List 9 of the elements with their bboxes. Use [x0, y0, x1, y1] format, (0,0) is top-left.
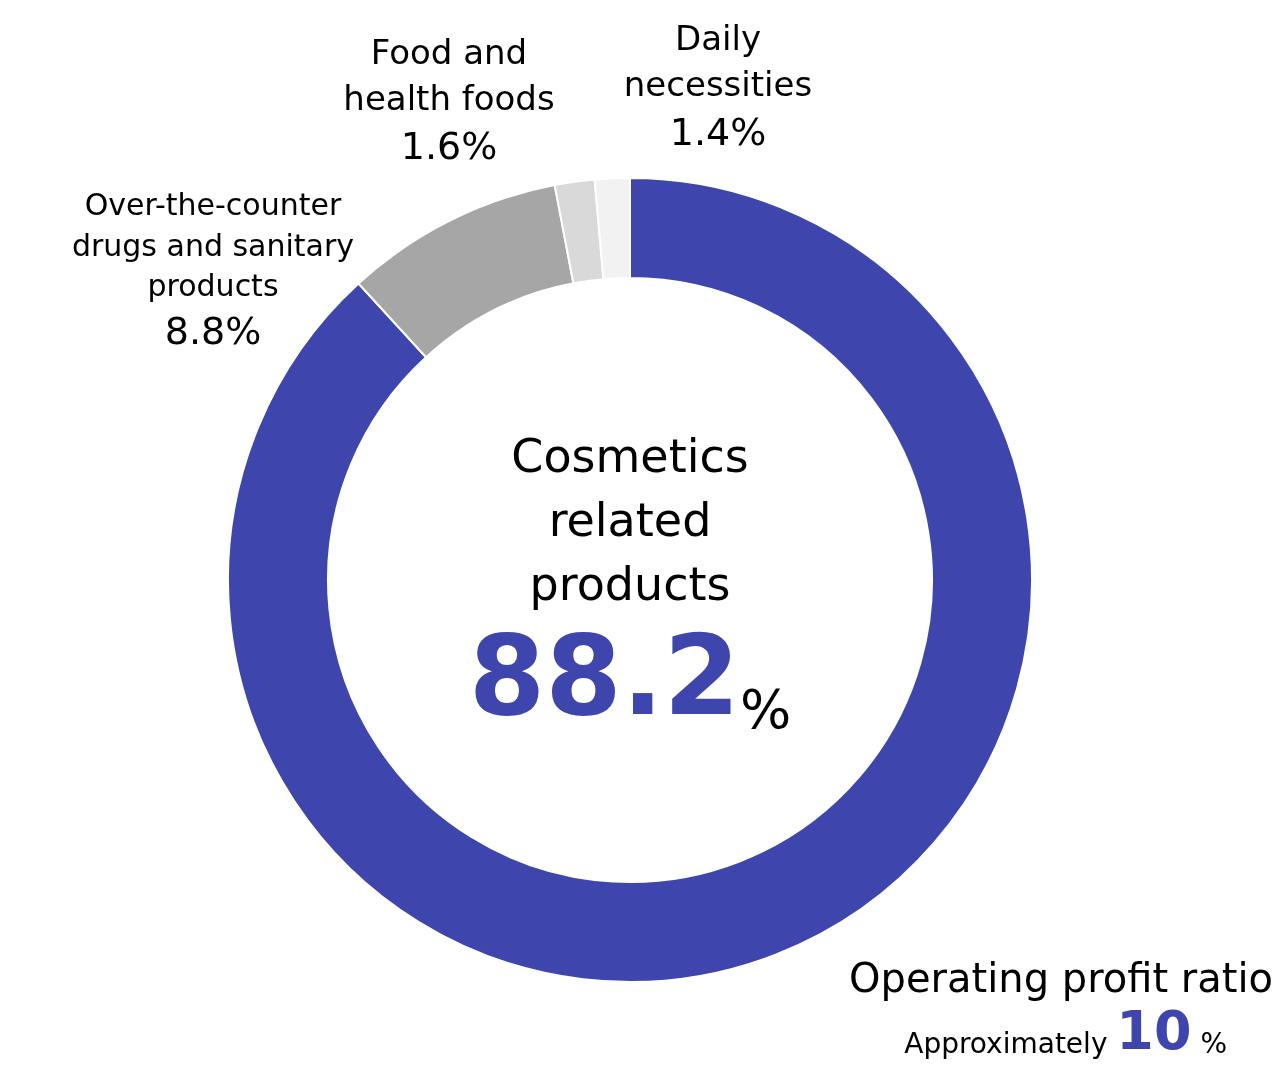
text: Operating profit ratio: [849, 955, 1274, 1001]
slice-label: Over-the-counter drugs and sanitary products: [71, 187, 355, 303]
data-label: 88.2%: [468, 612, 792, 741]
slice-label: Cosmetics related products: [511, 429, 749, 611]
data-label: 1.6%: [400, 123, 498, 168]
slice-label: Daily necessities: [623, 18, 813, 104]
data-label: 1.4%: [669, 109, 767, 154]
data-label: 8.8%: [164, 308, 262, 353]
slice-label: Food and health foods: [343, 32, 555, 118]
